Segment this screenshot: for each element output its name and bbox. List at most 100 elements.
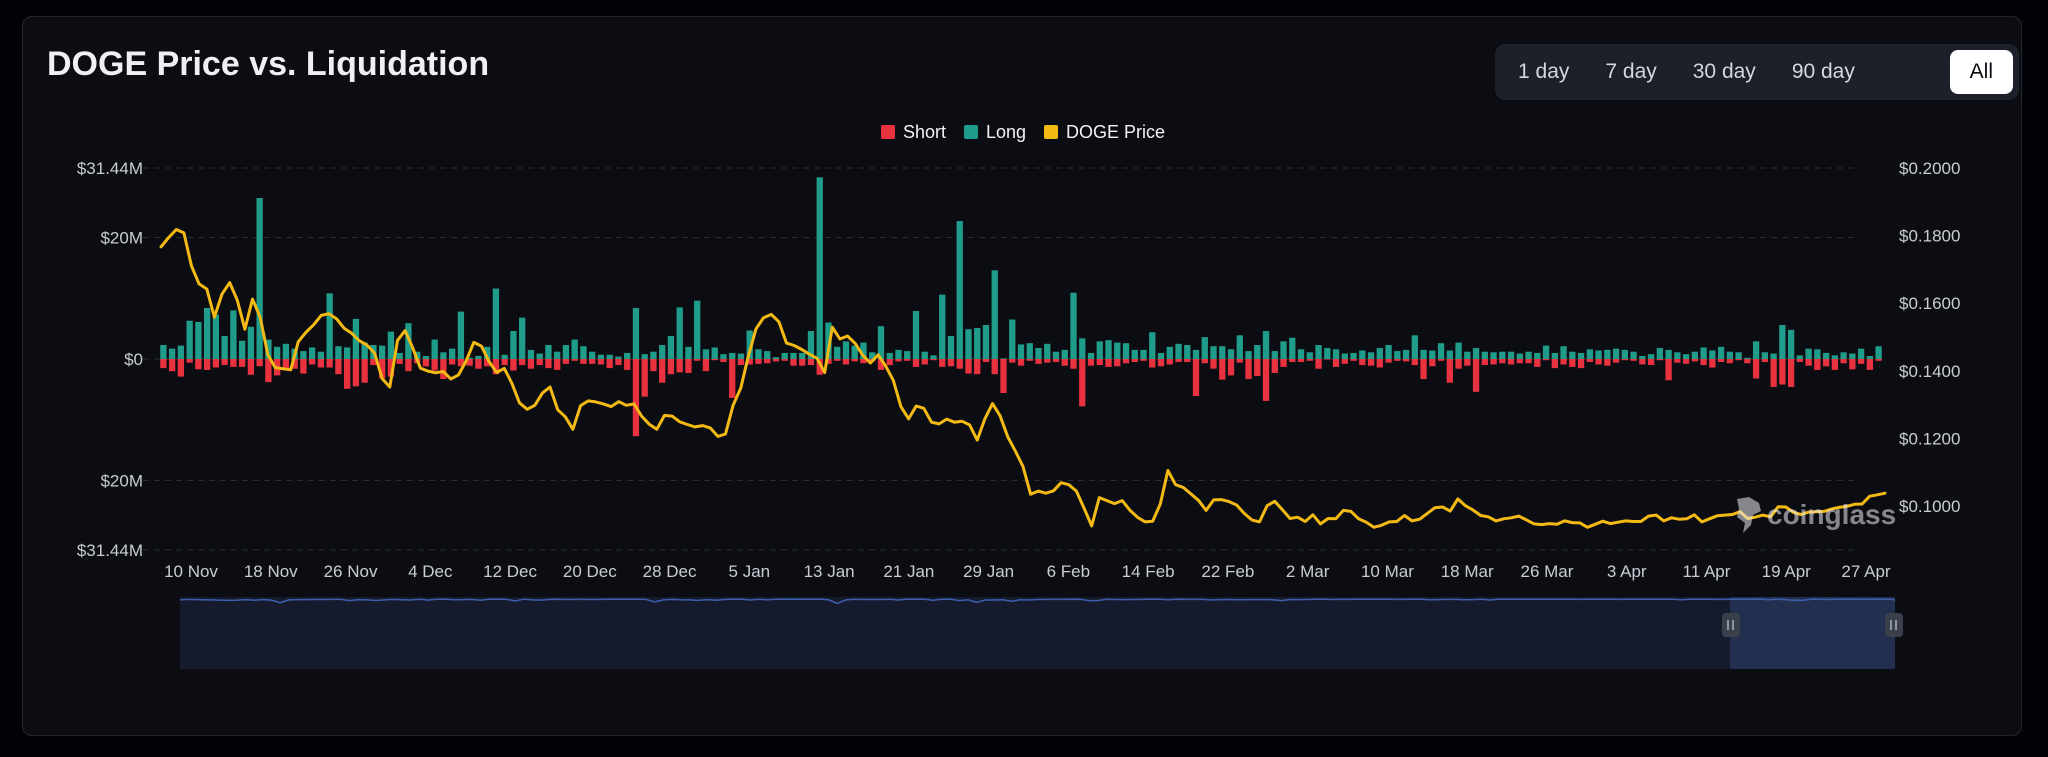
- short-bar: [203, 359, 211, 370]
- short-bar: [519, 359, 526, 366]
- navigator-right-handle[interactable]: [1885, 613, 1903, 637]
- handle-grip-icon: [1722, 613, 1740, 637]
- short-bar: [921, 359, 928, 365]
- long-bar: [1726, 351, 1734, 359]
- long-bar: [1184, 345, 1191, 359]
- short-bar: [1429, 359, 1436, 367]
- short-bar: [755, 359, 762, 364]
- long-bar: [1682, 354, 1690, 359]
- short-bar: [1245, 359, 1252, 380]
- long-bar: [956, 221, 963, 359]
- x-axis-tick-label: 3 Apr: [1607, 562, 1647, 581]
- range-all-button[interactable]: All: [1949, 50, 2013, 94]
- short-bar: [1875, 359, 1882, 361]
- doge-price-line: [159, 228, 1887, 529]
- short-bar: [431, 359, 438, 371]
- short-bar: [1201, 359, 1208, 364]
- x-axis-tick-label: 26 Mar: [1520, 562, 1573, 581]
- range-30-day-button[interactable]: 30 day: [1692, 60, 1756, 83]
- short-bar: [527, 359, 535, 369]
- long-bar: [1105, 340, 1112, 359]
- short-bar: [1569, 359, 1576, 367]
- long-bar: [1420, 349, 1427, 359]
- long-bar: [974, 328, 981, 359]
- short-bar: [781, 359, 788, 361]
- long-bar: [1630, 351, 1637, 359]
- range-1-day-button[interactable]: 1 day: [1518, 60, 1570, 83]
- legend-item-short[interactable]: Short: [880, 122, 946, 143]
- short-bar: [737, 359, 745, 366]
- long-bar: [1761, 352, 1769, 359]
- short-bar: [1849, 359, 1856, 370]
- long-bar: [475, 355, 482, 359]
- short-bar: [160, 359, 167, 369]
- short-bar: [965, 359, 972, 374]
- x-axis-tick-label: 4 Dec: [408, 562, 453, 581]
- short-bar: [1350, 359, 1357, 361]
- long-bar: [1604, 349, 1611, 359]
- right-axis-tick-label: $0.1000: [1899, 497, 1960, 516]
- short-bar: [1289, 359, 1296, 363]
- long-bar: [562, 345, 570, 359]
- x-axis-tick-label: 21 Jan: [883, 562, 934, 581]
- short-bar: [667, 359, 675, 375]
- short-bar: [1385, 359, 1392, 363]
- long-bar: [1709, 350, 1716, 359]
- right-axis-tick-label: $0.1800: [1899, 227, 1960, 246]
- short-bar: [370, 359, 377, 366]
- x-axis-tick-label: 10 Mar: [1361, 562, 1414, 581]
- short-bar: [1157, 359, 1165, 367]
- x-axis-tick-label: 12 Dec: [483, 562, 537, 581]
- short-bar: [230, 359, 237, 367]
- long-bar: [1332, 349, 1340, 359]
- long-bar: [1175, 343, 1182, 359]
- short-bar: [1735, 359, 1742, 361]
- short-bar: [1394, 359, 1401, 361]
- legend-item-doge-price[interactable]: DOGE Price: [1044, 122, 1165, 143]
- long-bar: [659, 345, 666, 359]
- left-axis-tick-label: $31.44M: [77, 541, 143, 560]
- navigator-left-handle[interactable]: [1722, 613, 1740, 637]
- short-bar: [746, 359, 753, 365]
- short-bar: [440, 359, 447, 380]
- long-bar: [1245, 351, 1252, 359]
- long-bar: [1341, 353, 1348, 359]
- short-bar: [492, 359, 500, 375]
- long-bar: [982, 324, 990, 359]
- long-bar: [527, 349, 535, 359]
- long-bar: [1499, 351, 1506, 359]
- short-bar: [772, 359, 780, 362]
- navigator-series-line: [179, 598, 1896, 605]
- short-bar: [1787, 359, 1795, 387]
- range-90-day-button[interactable]: 90 day: [1791, 60, 1855, 83]
- short-bar: [1087, 359, 1095, 366]
- long-swatch-icon: [963, 125, 978, 139]
- long-bar: [1857, 348, 1865, 359]
- long-bar: [1665, 349, 1672, 359]
- long-bar: [1866, 355, 1874, 359]
- long-bar: [1394, 351, 1401, 359]
- long-bar: [1280, 341, 1287, 359]
- long-bar: [1157, 352, 1165, 359]
- short-bar: [834, 359, 841, 361]
- long-bar: [344, 347, 351, 359]
- price-swatch-icon: [1044, 125, 1059, 139]
- range-7-day-button[interactable]: 7 day: [1605, 60, 1657, 83]
- short-bar: [1017, 359, 1025, 366]
- legend-item-long[interactable]: Long: [963, 122, 1026, 143]
- short-bar: [1324, 359, 1331, 360]
- short-bar: [720, 359, 727, 363]
- short-bar: [1271, 359, 1278, 373]
- left-axis-tick-label: $31.44M: [77, 159, 143, 178]
- short-bar: [247, 359, 255, 375]
- x-axis-tick-label: 13 Jan: [804, 562, 855, 581]
- long-bar: [1586, 349, 1593, 359]
- short-bar: [877, 359, 885, 370]
- long-bar: [203, 307, 211, 359]
- long-bar: [1376, 348, 1383, 359]
- long-bar: [1752, 341, 1760, 359]
- short-bar: [396, 359, 403, 364]
- short-bar: [939, 359, 946, 367]
- long-bar: [1210, 346, 1217, 359]
- short-bar: [256, 359, 263, 367]
